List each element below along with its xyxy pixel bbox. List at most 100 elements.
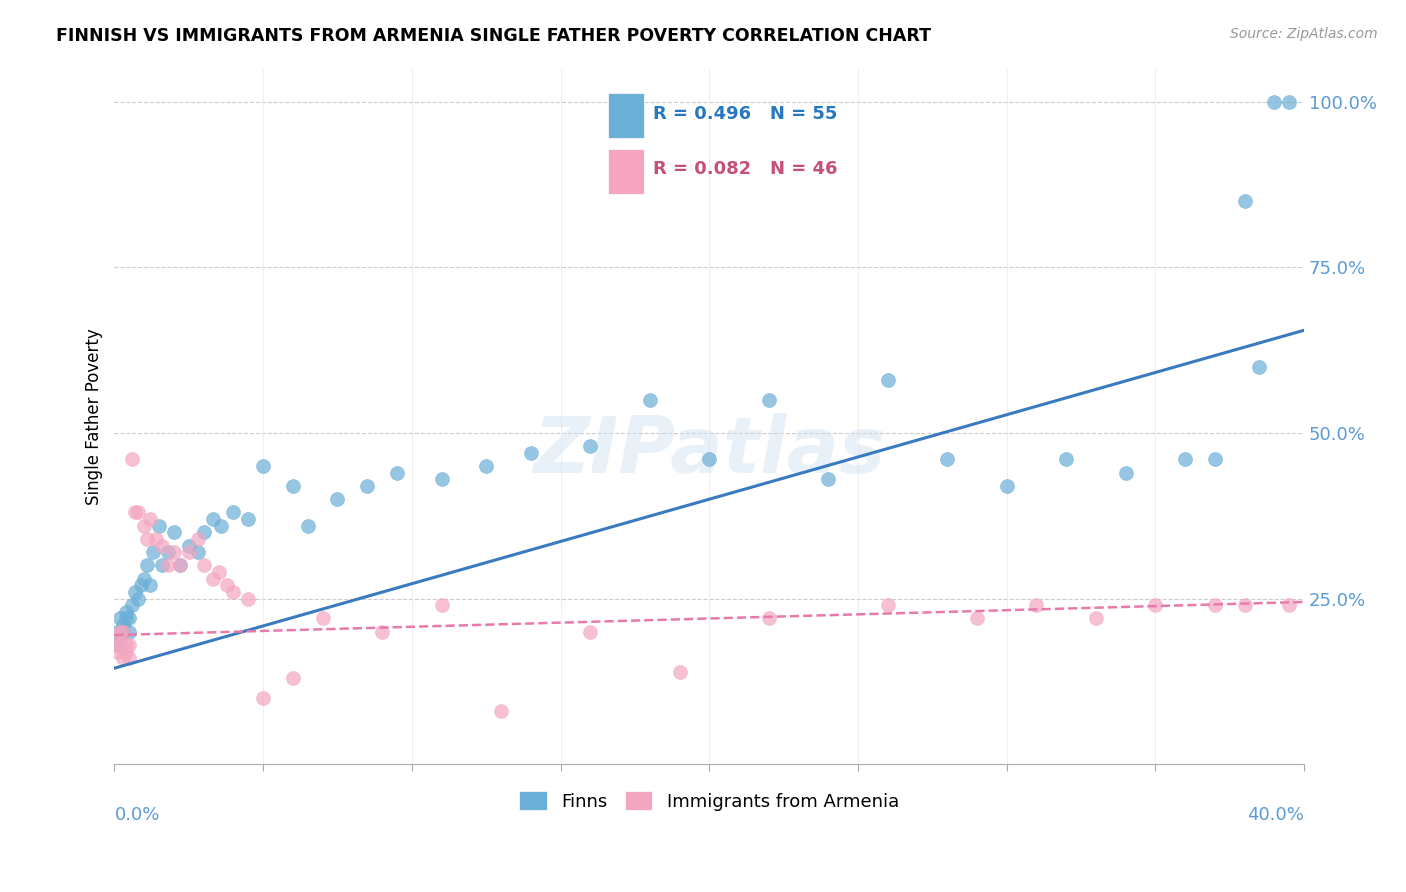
Point	[177, 539, 200, 553]
Text: 0.0%: 0.0%	[114, 806, 160, 824]
Point	[115, 638, 138, 652]
Point	[876, 373, 898, 387]
Point	[758, 392, 780, 407]
Text: R = 0.496   N = 55: R = 0.496 N = 55	[654, 104, 838, 123]
Point	[222, 506, 245, 520]
Point	[817, 472, 839, 486]
Point	[115, 605, 138, 619]
Point	[187, 532, 209, 546]
Point	[121, 452, 143, 467]
Point	[1115, 466, 1137, 480]
Point	[127, 591, 149, 606]
Point	[966, 611, 988, 625]
Point	[876, 599, 898, 613]
FancyBboxPatch shape	[609, 149, 644, 194]
Point	[163, 525, 186, 540]
Point	[110, 638, 132, 652]
Point	[238, 591, 260, 606]
Point	[252, 459, 274, 474]
Point	[110, 624, 132, 639]
Point	[217, 578, 239, 592]
Legend: Finns, Immigrants from Armenia: Finns, Immigrants from Armenia	[512, 784, 907, 818]
Point	[385, 466, 408, 480]
Point	[177, 545, 200, 559]
Text: 40.0%: 40.0%	[1247, 806, 1305, 824]
Point	[118, 624, 141, 639]
Point	[1025, 599, 1047, 613]
Point	[187, 545, 209, 559]
Point	[207, 565, 229, 579]
Point	[1054, 452, 1077, 467]
Point	[1278, 95, 1301, 109]
Point	[201, 512, 224, 526]
Point	[579, 439, 602, 453]
Point	[995, 479, 1018, 493]
Point	[371, 624, 394, 639]
Point	[1233, 599, 1256, 613]
Point	[121, 599, 143, 613]
Point	[758, 611, 780, 625]
Point	[1204, 599, 1226, 613]
Point	[211, 518, 233, 533]
Point	[281, 671, 304, 685]
Point	[238, 512, 260, 526]
Text: Source: ZipAtlas.com: Source: ZipAtlas.com	[1230, 27, 1378, 41]
Point	[134, 518, 156, 533]
Point	[1174, 452, 1197, 467]
Point	[127, 506, 149, 520]
Y-axis label: Single Father Poverty: Single Father Poverty	[86, 328, 103, 505]
Point	[142, 545, 165, 559]
FancyBboxPatch shape	[609, 93, 644, 138]
Point	[150, 558, 173, 573]
Point	[105, 638, 128, 652]
Point	[201, 572, 224, 586]
Point	[169, 558, 191, 573]
Point	[520, 446, 543, 460]
Point	[579, 624, 602, 639]
Point	[193, 525, 215, 540]
Point	[356, 479, 378, 493]
Point	[118, 651, 141, 665]
Point	[118, 638, 141, 652]
Point	[638, 392, 661, 407]
Point	[112, 618, 135, 632]
Point	[936, 452, 959, 467]
Point	[311, 611, 333, 625]
Point	[1263, 95, 1285, 109]
Point	[475, 459, 498, 474]
Point	[105, 624, 128, 639]
Point	[1233, 194, 1256, 208]
Point	[1278, 599, 1301, 613]
Point	[115, 611, 138, 625]
Text: ZIPatlas: ZIPatlas	[533, 413, 886, 489]
Point	[110, 611, 132, 625]
Point	[118, 611, 141, 625]
Point	[1144, 599, 1167, 613]
Point	[115, 645, 138, 659]
Point	[124, 585, 146, 599]
Text: R = 0.082   N = 46: R = 0.082 N = 46	[654, 161, 838, 178]
Point	[169, 558, 191, 573]
Point	[139, 578, 162, 592]
Point	[1084, 611, 1107, 625]
Point	[112, 651, 135, 665]
Point	[105, 645, 128, 659]
Point	[139, 512, 162, 526]
Point	[136, 558, 159, 573]
Text: FINNISH VS IMMIGRANTS FROM ARMENIA SINGLE FATHER POVERTY CORRELATION CHART: FINNISH VS IMMIGRANTS FROM ARMENIA SINGL…	[56, 27, 931, 45]
Point	[697, 452, 720, 467]
Point	[134, 572, 156, 586]
Point	[145, 532, 167, 546]
Point	[124, 506, 146, 520]
Point	[1249, 359, 1271, 374]
Point	[326, 492, 349, 507]
Point	[112, 624, 135, 639]
Point	[1204, 452, 1226, 467]
Point	[252, 691, 274, 706]
Point	[156, 558, 179, 573]
Point	[222, 585, 245, 599]
Point	[148, 518, 170, 533]
Point	[430, 472, 453, 486]
Point	[150, 539, 173, 553]
Point	[136, 532, 159, 546]
